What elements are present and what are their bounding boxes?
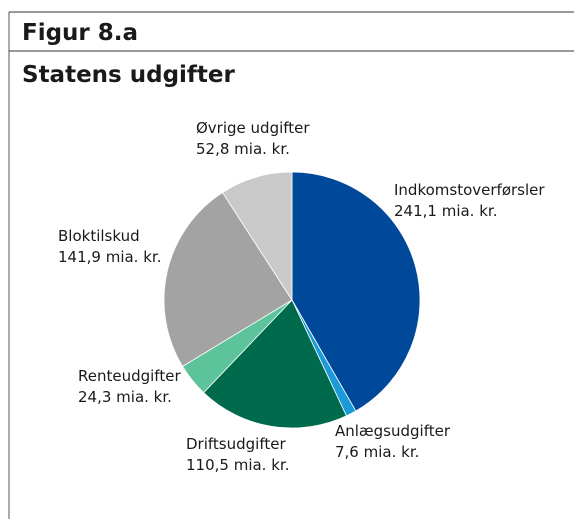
figure-label: Figur 8.a: [22, 20, 138, 46]
slice-value-label: 52,8 mia. kr.: [196, 140, 290, 158]
slice-value-label: 7,6 mia. kr.: [335, 443, 419, 461]
slice-value-label: 141,9 mia. kr.: [58, 248, 161, 266]
pie-slice: [163, 191, 293, 367]
slice-name: Driftsudgifter: [186, 435, 286, 453]
slice-value-label: 110,5 mia. kr.: [186, 456, 289, 474]
slice-name: Bloktilskud: [58, 227, 140, 245]
slice-name: Øvrige udgifter: [196, 119, 310, 137]
slice-name: Indkomstoverførsler: [394, 181, 545, 199]
pie-slice: [221, 171, 293, 302]
slice-name: Anlægsudgifter: [335, 422, 451, 440]
pie-slice: [203, 299, 347, 429]
slice-value-label: 24,3 mia. kr.: [78, 388, 172, 406]
chart-title: Statens udgifter: [22, 62, 236, 88]
pie-slice: [291, 171, 421, 412]
slice-value-label: 241,1 mia. kr.: [394, 202, 497, 220]
slice-name: Renteudgifter: [78, 367, 181, 385]
